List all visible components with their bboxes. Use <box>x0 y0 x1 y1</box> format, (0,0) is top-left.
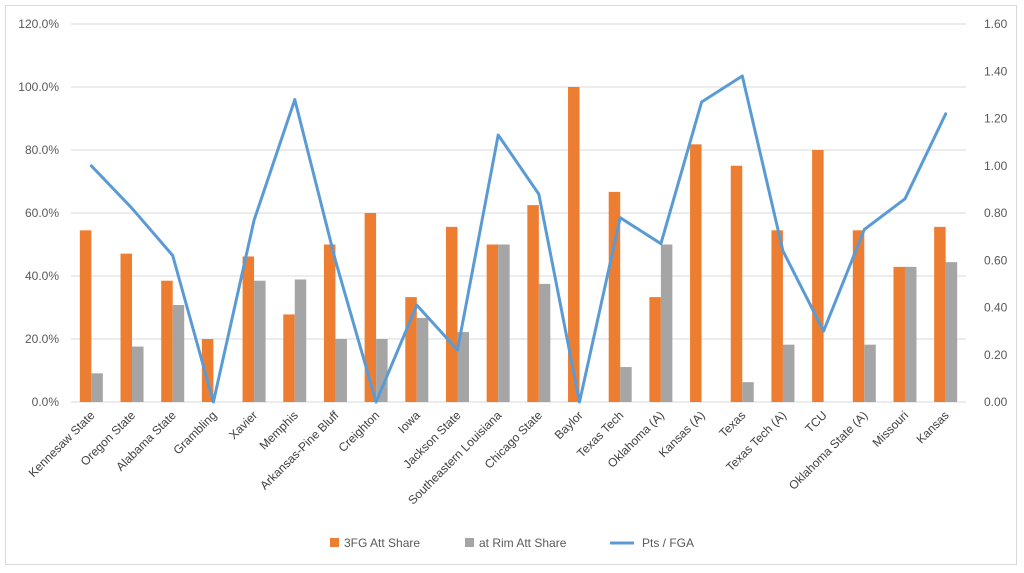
bar-3fg-att-share <box>649 297 661 402</box>
right-axis-tick-label: 1.40 <box>984 64 1008 78</box>
bar-3fg-att-share <box>120 253 133 402</box>
left-axis: 0.0% 20.0% 40.0% 60.0% 80.0% 100.0% 120.0% <box>18 17 59 409</box>
line-pts-fga <box>89 74 948 404</box>
left-axis-tick-label: 60.0% <box>25 206 59 220</box>
category-label: Creighton <box>336 408 383 455</box>
bar-at-rim-att-share <box>498 244 510 402</box>
right-axis-tick-label: 1.20 <box>984 112 1008 126</box>
category-label: TCU <box>802 408 829 435</box>
category-label: Iowa <box>395 408 423 436</box>
bar-3fg-att-share <box>486 244 499 402</box>
category-label: Baylor <box>552 408 586 442</box>
bar-3fg-att-share <box>730 165 743 402</box>
right-axis-tick-label: 0.80 <box>984 206 1008 220</box>
bar-3fg-att-share <box>283 314 295 402</box>
bar-3fg-att-share <box>79 230 92 402</box>
left-axis-tick-label: 20.0% <box>25 332 59 346</box>
legend-label-at-rim-att-share: at Rim Att Share <box>479 536 567 550</box>
category-label: Missouri <box>870 408 911 449</box>
bar-3fg-att-share <box>201 339 214 402</box>
category-label: Xavier <box>226 408 260 442</box>
right-axis-tick-label: 0.60 <box>984 253 1008 267</box>
legend-label-3fg-att-share: 3FG Att Share <box>344 536 420 550</box>
legend-label-pts-fga: Pts / FGA <box>642 536 694 550</box>
category-label: Texas <box>716 408 748 440</box>
right-axis: 0.00 0.20 0.40 0.60 0.80 1.00 1.20 1.40 1.60 <box>984 17 1008 409</box>
bar-3fg-att-share <box>608 191 621 402</box>
bar-3fg-att-share <box>445 226 458 402</box>
bar-at-rim-att-share <box>294 279 307 402</box>
legend-swatch-at-rim-att-share <box>465 538 474 547</box>
bar-at-rim-att-share <box>742 382 754 402</box>
bar-at-rim-att-share <box>457 332 469 402</box>
bar-3fg-att-share <box>568 87 580 402</box>
bar-3fg-att-share <box>852 230 865 402</box>
line-series <box>89 74 948 404</box>
bar-at-rim-att-share <box>904 266 917 402</box>
bar-at-rim-att-share <box>660 244 673 402</box>
bar-3fg-att-share <box>242 256 255 402</box>
bar-3fg-att-share <box>812 150 824 402</box>
bar-3fg-att-share <box>405 297 417 402</box>
left-axis-tick-label: 0.0% <box>32 395 60 409</box>
bar-3fg-att-share <box>364 213 377 402</box>
bar-3fg-att-share <box>323 244 336 402</box>
category-label: Grambling <box>170 408 219 457</box>
right-axis-tick-label: 1.00 <box>984 159 1008 173</box>
bar-at-rim-att-share <box>416 317 429 402</box>
left-axis-tick-label: 80.0% <box>25 143 59 157</box>
legend: 3FG Att Share at Rim Att Share Pts / FGA <box>330 536 694 550</box>
bar-at-rim-att-share <box>335 339 347 402</box>
bar-at-rim-att-share <box>864 344 876 402</box>
category-label: Oklahoma State (A) <box>786 408 870 492</box>
bar-3fg-att-share <box>527 205 539 402</box>
bar-at-rim-att-share <box>254 280 266 402</box>
bar-at-rim-att-share <box>538 283 551 402</box>
bar-at-rim-att-share <box>376 339 388 402</box>
legend-swatch-3fg-att-share <box>330 538 339 547</box>
bar-3fg-att-share <box>934 226 946 402</box>
category-label: Arkansas-Pine Bluff <box>257 408 342 493</box>
right-axis-tick-label: 1.60 <box>984 17 1008 31</box>
bars <box>79 87 958 402</box>
bar-at-rim-att-share <box>782 344 795 402</box>
bar-at-rim-att-share <box>620 367 632 402</box>
bar-at-rim-att-share <box>172 304 185 402</box>
right-axis-tick-label: 0.00 <box>984 395 1008 409</box>
category-label: Kansas <box>914 408 952 446</box>
bar-3fg-att-share <box>893 266 905 402</box>
left-axis-tick-label: 120.0% <box>18 17 59 31</box>
bar-at-rim-att-share <box>91 373 103 402</box>
left-axis-tick-label: 100.0% <box>18 80 59 94</box>
right-axis-tick-label: 0.40 <box>984 301 1008 315</box>
left-axis-tick-label: 40.0% <box>25 269 59 283</box>
bar-at-rim-att-share <box>945 262 958 402</box>
bar-3fg-att-share <box>690 144 702 402</box>
bar-at-rim-att-share <box>132 346 144 402</box>
bar-3fg-att-share <box>771 230 783 402</box>
bar-3fg-att-share <box>161 280 173 402</box>
chart-frame <box>5 5 1017 565</box>
right-axis-tick-label: 0.20 <box>984 348 1008 362</box>
